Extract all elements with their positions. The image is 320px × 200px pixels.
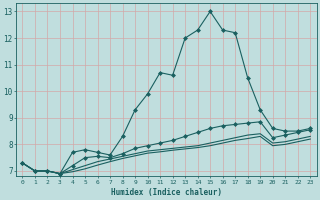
X-axis label: Humidex (Indice chaleur): Humidex (Indice chaleur) [111,188,222,197]
